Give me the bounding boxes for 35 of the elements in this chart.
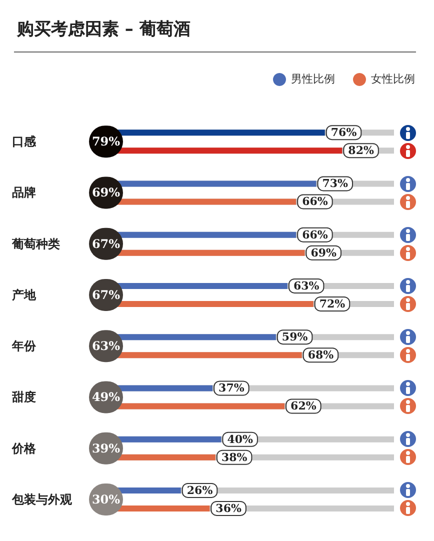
data-label: 63% [293,279,320,292]
legend-label: 女性比例 [371,72,415,86]
y-tick-label: 价格 [11,441,37,456]
y-tick-label: 甜度 [11,390,36,404]
data-label: 62% [290,400,317,413]
data-label: 69% [310,246,338,260]
data-label: 82% [348,144,374,158]
data-label: 38% [221,450,248,464]
data-label: 66% [302,195,328,208]
y-tick-label: 产地 [11,288,37,302]
data-label: 66% [302,228,328,242]
data-label: 73% [322,177,349,190]
data-label: 36% [216,502,242,515]
annotation: 30% [92,492,121,506]
annotation: 67% [92,288,121,302]
data-label: 59% [282,330,308,344]
data-label: 37% [218,382,245,395]
y-tick-label: 品牌 [12,186,36,200]
legend-label: 男性比例 [291,72,335,86]
data-label: 40% [227,432,254,446]
chart-title: 购买考虑因素 – 葡萄酒 [16,20,190,40]
annotation: 63% [92,339,121,354]
annotation: 49% [92,390,121,404]
data-label: 76% [330,126,358,140]
data-label: 68% [308,348,334,362]
y-tick-label: 包装与外观 [11,492,73,506]
y-tick-label: 口感 [12,134,37,149]
y-tick-label: 葡萄种类 [11,236,60,251]
annotation: 69% [92,186,121,200]
data-label: 26% [186,484,214,497]
y-tick-label: 年份 [11,339,37,354]
data-label: 72% [319,297,346,310]
annotation: 39% [92,441,121,456]
annotation: 79% [92,134,121,149]
annotation: 67% [92,236,121,251]
